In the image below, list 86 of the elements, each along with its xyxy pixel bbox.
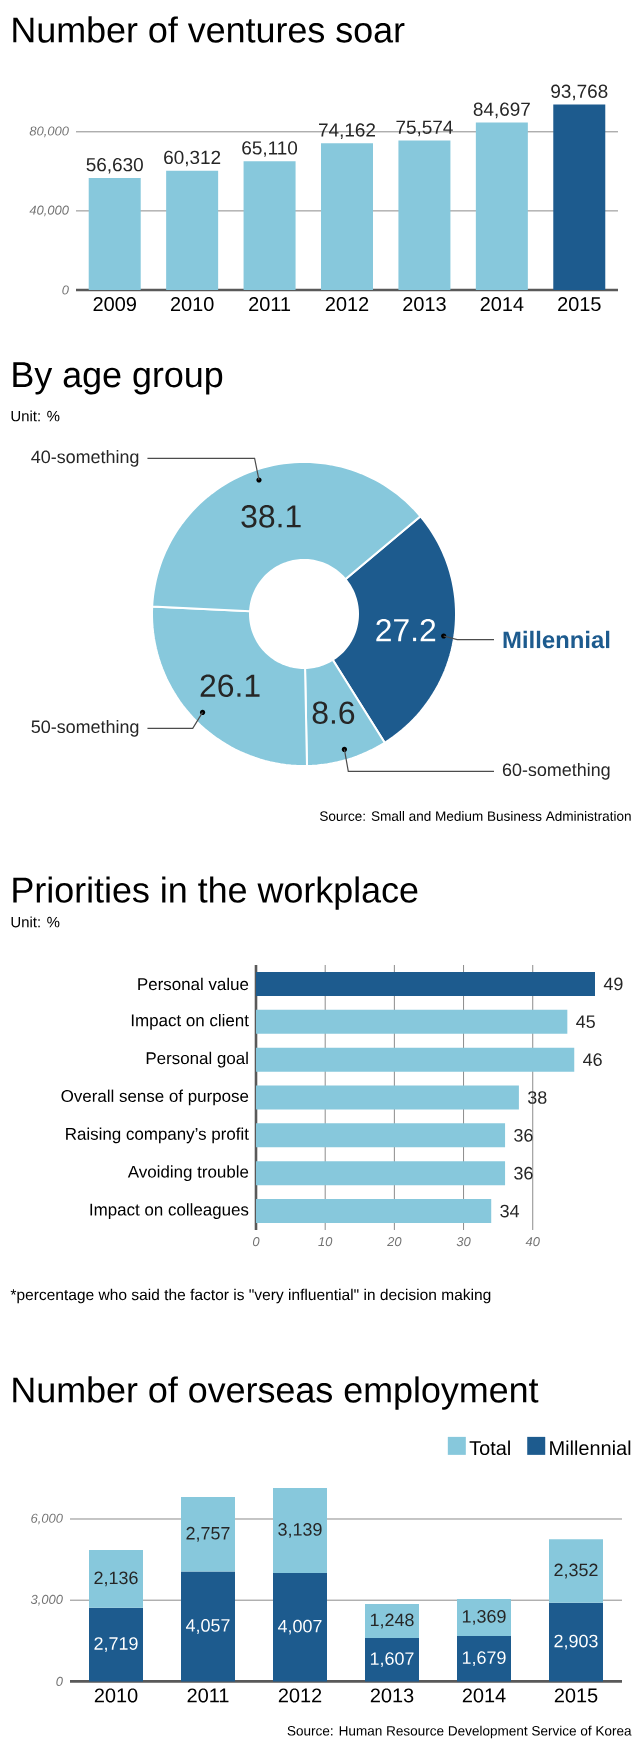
data-label: 2,136 bbox=[94, 1571, 138, 1587]
data-label: 74,162 bbox=[319, 123, 375, 139]
data-label: 3,139 bbox=[278, 1523, 322, 1538]
data-label: 34 bbox=[500, 1204, 520, 1218]
data-label: 75,574 bbox=[396, 120, 453, 137]
data-label: 2,352 bbox=[554, 1563, 598, 1579]
bar bbox=[243, 161, 296, 290]
data-label: 60,312 bbox=[164, 150, 221, 167]
x-tick-label: 2014 bbox=[462, 1688, 506, 1703]
data-label: 84,697 bbox=[473, 102, 530, 119]
data-label: 93,768 bbox=[551, 84, 608, 101]
bar bbox=[549, 1602, 603, 1682]
x-tick-label: 2015 bbox=[558, 297, 601, 312]
bar bbox=[89, 1607, 143, 1682]
bar bbox=[256, 1199, 492, 1224]
y-tick-label: Personal goal bbox=[146, 1051, 248, 1068]
x-tick-label: 2012 bbox=[278, 1688, 322, 1703]
x-tick-label: 2015 bbox=[554, 1688, 598, 1703]
x-tick-label: 2010 bbox=[94, 1688, 138, 1703]
x-tick-label: 2011 bbox=[249, 297, 291, 312]
slice-label: Millennial bbox=[503, 630, 610, 649]
legend-label: Total bbox=[469, 1440, 510, 1456]
chart-title: Priorities in the workplace bbox=[13, 876, 418, 910]
y-tick-label: Impact on colleagues bbox=[90, 1203, 249, 1219]
data-label: 8.6 bbox=[312, 701, 355, 724]
slice-label: 60-something bbox=[502, 762, 610, 780]
bar bbox=[475, 122, 528, 290]
bar bbox=[320, 143, 373, 290]
data-label: 2,757 bbox=[186, 1526, 230, 1542]
chart-title: Number of overseas employment bbox=[13, 1376, 539, 1410]
bar bbox=[256, 1161, 506, 1186]
slice-label: 50-something bbox=[31, 719, 139, 737]
bar bbox=[256, 971, 595, 996]
data-label: 46 bbox=[583, 1053, 602, 1066]
data-label: 4,057 bbox=[185, 1619, 230, 1634]
bar bbox=[398, 140, 451, 290]
bar bbox=[256, 1047, 575, 1072]
slice-label: 40-something bbox=[31, 450, 139, 467]
y-tick-label: Personal value bbox=[138, 977, 249, 991]
data-label: 1,369 bbox=[462, 1610, 506, 1625]
bar bbox=[166, 170, 219, 290]
bar bbox=[88, 178, 141, 290]
data-label: 4,007 bbox=[277, 1619, 322, 1635]
bar bbox=[89, 1549, 143, 1608]
bar bbox=[457, 1635, 511, 1682]
data-label: 2,719 bbox=[94, 1637, 138, 1652]
bar bbox=[181, 1571, 235, 1682]
x-tick-label: 2010 bbox=[170, 297, 214, 312]
bar bbox=[256, 1085, 519, 1110]
data-label: 1,248 bbox=[370, 1613, 414, 1629]
x-tick-label: 2013 bbox=[403, 297, 446, 312]
chart-title: By age group bbox=[13, 362, 223, 395]
data-label: 27.2 bbox=[376, 618, 436, 642]
data-label: 38 bbox=[527, 1091, 547, 1104]
y-tick-label: Raising company’s profit bbox=[66, 1127, 249, 1144]
x-tick-label: 2013 bbox=[370, 1688, 414, 1703]
data-label: 38.1 bbox=[241, 505, 301, 528]
x-tick-label: 2009 bbox=[93, 297, 136, 312]
bar bbox=[256, 1123, 506, 1148]
legend-label: Millennial bbox=[550, 1440, 631, 1456]
data-label: 26.1 bbox=[200, 674, 260, 697]
y-tick-label: Avoiding trouble bbox=[127, 1165, 249, 1182]
data-label: 49 bbox=[603, 977, 623, 991]
data-label: 56,630 bbox=[86, 157, 143, 174]
y-tick-label: Overall sense of purpose bbox=[61, 1089, 249, 1106]
data-label: 65,110 bbox=[242, 141, 298, 157]
y-tick-label: Impact on client bbox=[131, 1013, 249, 1030]
bar bbox=[365, 1604, 419, 1638]
bar bbox=[273, 1572, 327, 1682]
chart-title: Number of ventures soar bbox=[13, 16, 405, 43]
data-label: 36 bbox=[514, 1166, 533, 1180]
bar bbox=[273, 1487, 327, 1573]
x-tick-label: 2014 bbox=[480, 297, 524, 312]
bar bbox=[365, 1637, 419, 1682]
data-label: 36 bbox=[514, 1128, 533, 1142]
x-tick-label: 2012 bbox=[325, 297, 369, 312]
bar bbox=[553, 104, 606, 290]
data-label: 45 bbox=[576, 1015, 595, 1029]
x-tick-label: 2011 bbox=[187, 1688, 229, 1703]
data-label: 1,607 bbox=[370, 1652, 414, 1668]
data-label: 2,903 bbox=[554, 1634, 598, 1650]
data-label: 1,679 bbox=[462, 1651, 506, 1667]
bar bbox=[181, 1496, 235, 1572]
bar bbox=[256, 1009, 568, 1034]
bar bbox=[549, 1539, 603, 1603]
bar bbox=[457, 1598, 511, 1636]
